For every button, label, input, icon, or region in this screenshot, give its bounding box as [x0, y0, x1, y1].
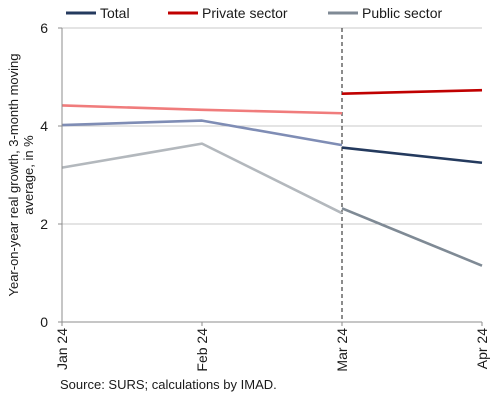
y-axis-label-line: average, in %	[21, 135, 36, 215]
chart-legend: Total Private sector Public sector	[66, 5, 442, 21]
y-axis-label: Year-on-year real growth, 3-month moving…	[6, 53, 36, 296]
chart-axes: 0 2 4 6 Jan 24 Feb 24 Mar 24 Apr 24	[40, 20, 490, 372]
source-note: Source: SURS; calculations by IMAD.	[60, 377, 277, 392]
series-private-sector-line-early	[61, 104, 343, 115]
series-total-line-late	[341, 146, 483, 165]
series-private-sector-line-late	[341, 88, 483, 95]
y-tick-label-6: 6	[40, 20, 48, 36]
series-public-sector-line-late	[341, 207, 483, 267]
chart-series	[61, 28, 483, 322]
series-public-sector-line-early	[61, 142, 343, 215]
x-tick-label-mar-24: Mar 24	[334, 328, 350, 372]
y-tick-label-2: 2	[40, 216, 48, 232]
y-axis-label-line: Year-on-year real growth, 3-month moving	[6, 53, 21, 296]
legend-label-total: Total	[100, 5, 130, 21]
legend-label-private-sector: Private sector	[202, 5, 288, 21]
x-tick-label-jan-24: Jan 24	[54, 328, 70, 370]
x-tick-label-apr-24: Apr 24	[474, 328, 490, 369]
y-tick-label-4: 4	[40, 118, 48, 134]
chart-grid	[62, 27, 482, 225]
series-total-line-early	[61, 119, 343, 147]
y-tick-label-0: 0	[40, 314, 48, 330]
x-tick-label-feb-24: Feb 24	[194, 328, 210, 372]
legend-label-public-sector: Public sector	[362, 5, 442, 21]
